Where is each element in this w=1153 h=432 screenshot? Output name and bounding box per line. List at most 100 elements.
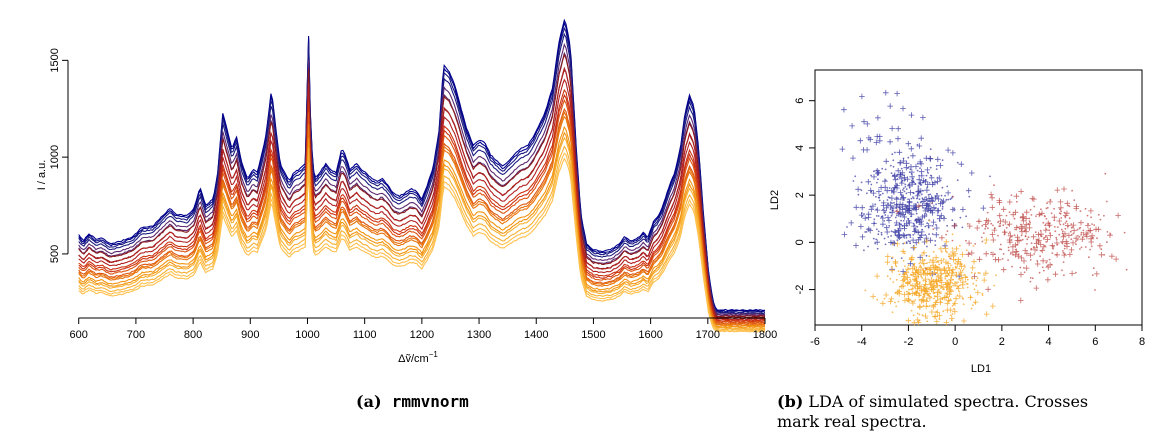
lda-point: [956, 179, 959, 182]
lda-point: [860, 189, 863, 192]
lda-point: [928, 233, 930, 236]
lda-point: [940, 199, 943, 201]
lda-point: [926, 317, 928, 319]
lda-point: [917, 185, 920, 188]
lda-point: [957, 281, 959, 283]
lda-cross: [891, 189, 897, 195]
lda-cross: [1036, 211, 1042, 218]
lda-point: [935, 168, 938, 171]
lda-point: [907, 264, 910, 267]
lda-cross: [946, 291, 953, 298]
lda-point: [892, 281, 895, 283]
lda-point: [891, 256, 894, 259]
lda-cross: [936, 312, 943, 319]
lda-cross: [922, 276, 929, 282]
lda-x-tick-label: 4: [1046, 336, 1052, 348]
lda-point: [1045, 261, 1048, 264]
lda-point: [979, 272, 981, 275]
lda-point: [889, 201, 892, 204]
lda-point: [902, 260, 905, 262]
lda-point: [993, 184, 995, 187]
lda-point: [1070, 238, 1073, 241]
lda-cross: [1057, 199, 1064, 205]
lda-point: [894, 216, 897, 219]
lda-point: [955, 281, 958, 284]
lda-point: [900, 257, 903, 259]
lda-point: [1028, 220, 1031, 223]
x-tick-label: 700: [127, 329, 145, 341]
lda-cross: [923, 235, 930, 241]
lda-point: [968, 195, 971, 198]
lda-cross: [983, 237, 990, 243]
lda-cross: [910, 265, 916, 272]
spectrum-line: [78, 131, 766, 329]
lda-cross: [891, 173, 898, 180]
lda-point: [905, 192, 908, 195]
lda-cross: [934, 193, 940, 199]
lda-cross: [891, 240, 898, 247]
lda-point: [888, 187, 891, 189]
lda-point: [1026, 238, 1029, 241]
lda-cross: [1018, 297, 1024, 304]
lda-cross: [1027, 252, 1034, 258]
lda-cross: [937, 162, 944, 169]
lda-point: [1106, 241, 1108, 244]
lda-point: [870, 174, 872, 177]
lda-point: [909, 278, 912, 281]
x-tick-label: 1000: [295, 329, 319, 341]
lda-cross: [896, 234, 903, 240]
lda-point: [886, 199, 889, 201]
lda-point: [914, 299, 917, 301]
lda-point: [932, 228, 935, 231]
lda-cross: [880, 200, 887, 206]
lda-cross: [870, 293, 876, 300]
lda-cross: [899, 206, 906, 213]
x-tick-label: 1700: [696, 329, 720, 341]
lda-cross: [900, 283, 906, 289]
lda-point: [897, 197, 899, 200]
lda-point: [913, 262, 916, 265]
lda-cross: [864, 121, 871, 127]
lda-cross: [1083, 231, 1089, 237]
lda-point: [929, 166, 932, 169]
lda-point: [1045, 241, 1048, 243]
lda-cross: [905, 266, 911, 272]
lda-point: [1071, 226, 1074, 228]
lda-point: [990, 222, 993, 225]
lda-cross: [1067, 251, 1073, 258]
lda-point: [1060, 228, 1063, 231]
lda-cross: [940, 284, 946, 290]
lda-point: [931, 225, 934, 227]
x-tick-label: 1200: [410, 329, 434, 341]
lda-cross: [989, 204, 996, 211]
lda-point: [992, 224, 994, 227]
lda-x-tick-label: 8: [1139, 336, 1145, 348]
lda-cross: [1007, 239, 1013, 245]
lda-point: [903, 190, 906, 193]
lda-cross: [943, 319, 950, 326]
lda-point: [956, 285, 959, 287]
lda-point: [1046, 265, 1048, 268]
lda-cross: [959, 251, 966, 258]
lda-point: [905, 237, 908, 239]
lda-x-tick-label: 2: [999, 336, 1005, 348]
lda-point: [903, 242, 906, 245]
spectra-axes: 600 700 800 900 1000 1100 1200 1300 1400 1500 1600…: [49, 48, 777, 341]
lda-point: [928, 182, 931, 184]
lda-point: [984, 227, 986, 230]
lda-cross: [1018, 188, 1024, 195]
lda-point: [928, 261, 931, 264]
lda-cross: [1047, 199, 1053, 205]
lda-cross: [934, 318, 940, 325]
lda-cross: [948, 288, 954, 295]
lda-point: [941, 208, 944, 210]
lda-xlabel: LD1: [971, 363, 991, 375]
lda-cross: [965, 251, 972, 258]
lda-cross: [857, 137, 864, 144]
lda-cross: [900, 268, 906, 275]
lda-point: [1042, 221, 1045, 224]
lda-point: [1026, 243, 1028, 245]
lda-point: [876, 181, 878, 184]
lda-cross: [900, 273, 907, 280]
lda-cross: [1069, 270, 1075, 277]
